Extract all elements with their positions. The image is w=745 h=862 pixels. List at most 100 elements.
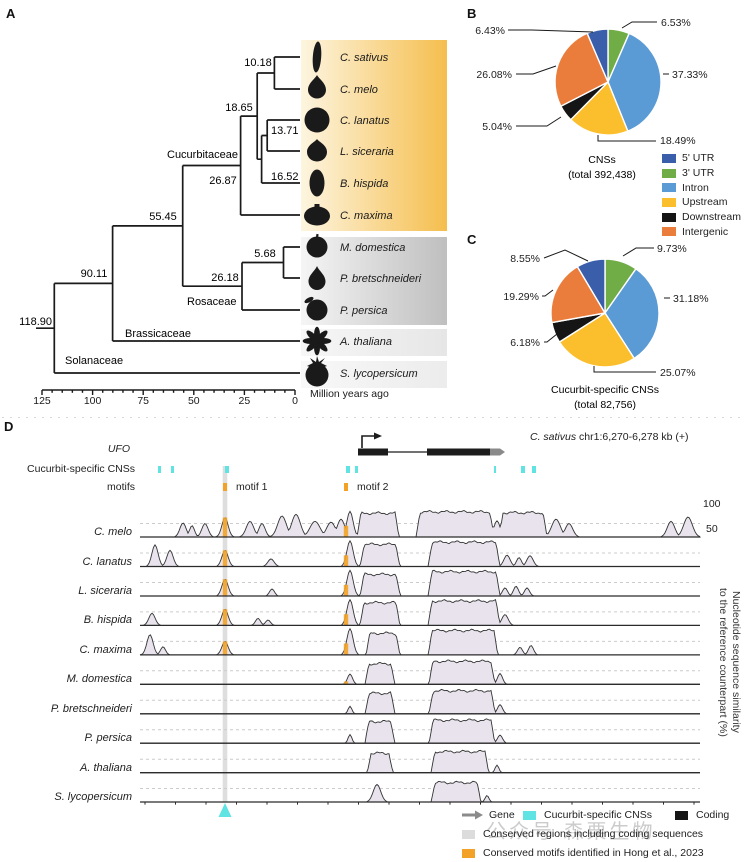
yaxis-title-line2: to the reference counterpart (%) — [717, 587, 729, 737]
legend-swatch-5utr — [662, 153, 676, 163]
track-label: C. melo — [94, 526, 132, 538]
tree-branches — [36, 56, 300, 374]
cucurbit-cns-mark — [521, 466, 525, 473]
legend-swatch-downstream — [662, 212, 676, 222]
exon2-box — [427, 448, 490, 456]
sequence-similarity-panel — [2, 417, 743, 817]
fruit-icons — [302, 41, 332, 387]
motif-swatch — [462, 848, 475, 858]
motif2-mark — [344, 483, 348, 491]
legend-item: Upstream — [662, 195, 741, 210]
axis-title: Million years ago — [310, 388, 389, 400]
melon-icon — [308, 75, 326, 99]
cucurbit-cns-mark — [171, 466, 174, 473]
pear-icon — [308, 266, 326, 291]
motifs-row-label: motifs — [106, 481, 135, 493]
utr-arrow-tip — [490, 448, 505, 456]
exon1-box — [358, 448, 388, 456]
legend-swatch-intergenic — [662, 227, 676, 237]
panel-b-label: B — [467, 6, 477, 21]
node-age-root: 118.90 — [19, 316, 52, 328]
motif-highlight-band — [222, 517, 228, 537]
motif-highlight-band — [222, 641, 228, 655]
cns-row-label: Cucurbit-specific CNSs — [27, 463, 135, 475]
time-axis — [41, 389, 296, 395]
axis-tick-label: 75 — [137, 395, 149, 407]
pie-b-total: (total 392,438) — [568, 169, 636, 181]
legend-swatch-intron — [662, 183, 676, 193]
node-age-1018: 10.18 — [244, 57, 272, 69]
node-age-2618: 26.18 — [211, 272, 239, 284]
motif-highlight-band — [343, 525, 349, 537]
panel-d-label: D — [4, 419, 14, 434]
track-label: P. persica — [84, 732, 133, 745]
legend-item: 5' UTR — [662, 151, 741, 166]
pie-pct-downstream: 5.04% — [482, 121, 512, 133]
node-age-1865: 18.65 — [225, 102, 253, 114]
axis-tick-label: 50 — [188, 395, 200, 407]
species-label: A. thaliana — [339, 336, 392, 348]
legend-label: Upstream — [682, 196, 728, 209]
node-age-568: 5.68 — [254, 248, 275, 260]
pie-slice-5--utr — [576, 258, 606, 316]
node-age-90: 90.11 — [81, 268, 108, 280]
node-age-1652: 16.52 — [271, 171, 299, 183]
pie-legend: 5' UTR 3' UTR Intron Upstream Downstream… — [662, 151, 741, 239]
legend-conserved: Conserved regions including coding seque… — [462, 828, 703, 840]
phylogenetic-tree-panel: 118.90 90.11 55.45 26.87 18.65 10.18 13.… — [19, 40, 447, 407]
pie-pct-intergenic: 26.08% — [476, 69, 512, 81]
axis-tick-label: 25 — [239, 395, 251, 407]
arabidopsis-rosette-icon — [302, 326, 332, 356]
gene-model — [358, 432, 505, 456]
pie-c-caption: Cucurbit-specific CNSs — [551, 384, 659, 396]
cucurbit-cns-marks — [158, 466, 536, 473]
axis-tick-label: 100 — [84, 395, 102, 407]
wax-gourd-icon — [309, 169, 325, 197]
motif1-alignment-band — [222, 466, 228, 802]
legend-label: 5' UTR — [682, 152, 715, 165]
pie-pct-intron: 37.33% — [672, 69, 708, 81]
motif1-label: motif 1 — [236, 481, 268, 493]
legend-item: Intron — [662, 180, 741, 195]
gene-name-label: UFO — [107, 443, 130, 455]
motif-highlight-band — [343, 584, 349, 596]
yaxis-50: 50 — [706, 523, 718, 535]
legend-label: Intron — [682, 181, 709, 194]
species-label: C. melo — [340, 84, 378, 96]
legend-motifs: Conserved motifs identified in Hong et a… — [462, 847, 704, 859]
clade-label-solanaceae: Solanaceae — [65, 355, 123, 367]
track-label: S. lycopersicum — [54, 791, 132, 803]
legend-gene: Gene — [462, 809, 515, 821]
yaxis-title-line1: Nucleotide sequence similarity — [730, 591, 742, 733]
cucurbit-cns-pie-chart: 8.55% 9.73% 31.18% 25.07% 6.18% 19.29% C… — [503, 243, 708, 411]
pie-pct-upstream: 25.07% — [660, 367, 696, 379]
pie-c-total: (total 82,756) — [574, 399, 636, 411]
legend-label: Downstream — [682, 211, 741, 224]
watermark: 公众号 森栗生物 — [486, 821, 656, 843]
legend-cns-label: Cucurbit-specific CNSs — [544, 809, 652, 821]
legend-conserved-label: Conserved regions including coding seque… — [483, 828, 704, 840]
bottle-gourd-icon — [307, 139, 327, 162]
species-label: B. hispida — [340, 178, 388, 190]
motif-highlight-band — [343, 555, 349, 567]
species-label: S. lycopersicum — [340, 368, 418, 380]
pie-slices — [550, 258, 660, 368]
watermelon-icon — [304, 107, 330, 133]
track-label: A. thaliana — [80, 761, 132, 774]
track-label: M. domestica — [66, 673, 132, 686]
species-label: L. siceraria — [340, 146, 394, 158]
cucurbit-cns-mark — [532, 466, 536, 473]
pie-b-caption: CNSs — [588, 154, 615, 166]
cucurbit-cns-mark — [346, 466, 350, 473]
legend-coding: Coding — [675, 809, 729, 821]
pie-leader-lines — [508, 21, 669, 142]
species-label: M. domestica — [340, 242, 405, 254]
coding-swatch — [675, 810, 688, 820]
cucurbit-cns-mark — [494, 466, 496, 473]
species-label: C. lanatus — [340, 115, 390, 127]
cucurbit-cns-mark — [355, 466, 358, 473]
pie-slice-upstream — [569, 80, 629, 136]
legend-label: 3' UTR — [682, 167, 715, 180]
pie-pct-upstream: 18.49% — [660, 135, 696, 147]
